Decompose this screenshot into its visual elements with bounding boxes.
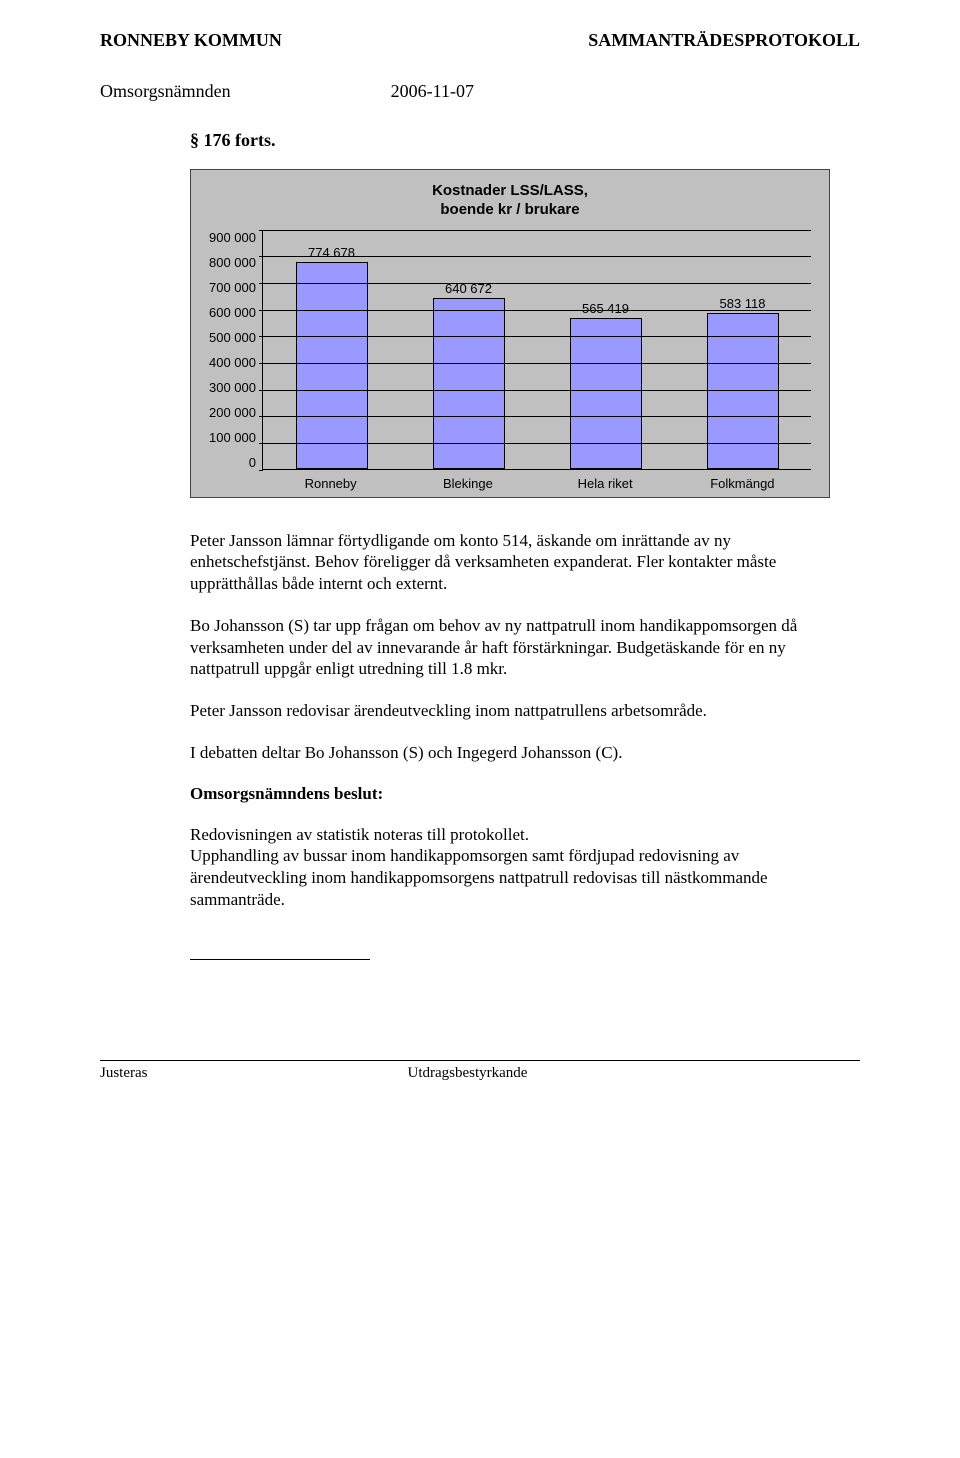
paragraph-3: Peter Jansson redovisar ärendeutveckling… [190, 700, 830, 722]
paragraph-5: Redovisningen av statistik noteras till … [190, 824, 830, 846]
x-axis-label: Hela riket [537, 476, 674, 491]
header-right: SAMMANTRÄDESPROTOKOLL [588, 30, 860, 51]
section-number: § 176 forts. [190, 130, 830, 151]
x-axis: RonnebyBlekingeHela riketFolkmängd [262, 476, 811, 491]
bar-column: 774 678 [263, 245, 400, 469]
decision-heading: Omsorgsnämndens beslut: [190, 784, 830, 804]
footer-rule [100, 1060, 860, 1061]
chart-title-line2: boende kr / brukare [440, 201, 579, 218]
bar [296, 262, 368, 469]
paragraph-1: Peter Jansson lämnar förtydligande om ko… [190, 530, 830, 595]
content-area: § 176 forts. Kostnader LSS/LASS, boende … [190, 130, 830, 960]
grid-line [263, 230, 811, 231]
y-tick-mark [259, 470, 263, 471]
bars-group: 774 678640 672565 419583 118 [263, 230, 811, 469]
grid-line [263, 336, 811, 337]
y-tick-label: 100 000 [209, 430, 256, 445]
y-tick-label: 400 000 [209, 355, 256, 370]
y-tick-label: 800 000 [209, 255, 256, 270]
bar [570, 318, 642, 469]
bar-value-label: 565 419 [582, 301, 629, 316]
y-tick-label: 200 000 [209, 405, 256, 420]
meeting-date: 2006-11-07 [391, 81, 474, 102]
bar-value-label: 774 678 [308, 245, 355, 260]
committee-name: Omsorgsnämnden [100, 81, 231, 102]
plot-wrap: 774 678640 672565 419583 118 RonnebyBlek… [262, 230, 811, 491]
grid-line [263, 363, 811, 364]
grid-line [263, 416, 811, 417]
x-axis-label: Ronneby [262, 476, 399, 491]
grid-line [263, 443, 811, 444]
chart-area: 900 000 800 000 700 000 600 000 500 000 400 0… [209, 230, 811, 491]
paragraph-6: Upphandling av bussar inom handikappomso… [190, 845, 830, 910]
header-row: RONNEBY KOMMUN SAMMANTRÄDESPROTOKOLL [100, 30, 860, 51]
footer-row: Justeras Utdragsbestyrkande [100, 1065, 860, 1082]
footer-right: Utdragsbestyrkande [408, 1065, 528, 1082]
grid-line [263, 283, 811, 284]
footer-left: Justeras [100, 1065, 148, 1082]
paragraph-4: I debatten deltar Bo Johansson (S) och I… [190, 742, 830, 764]
subheader-row: Omsorgsnämnden 2006-11-07 [100, 81, 860, 102]
y-axis: 900 000 800 000 700 000 600 000 500 000 400 0… [209, 230, 262, 470]
x-axis-label: Folkmängd [674, 476, 811, 491]
y-tick-label: 0 [209, 455, 256, 470]
plot-region: 774 678640 672565 419583 118 [262, 230, 811, 470]
header-left: RONNEBY KOMMUN [100, 30, 282, 51]
y-tick-label: 900 000 [209, 230, 256, 245]
y-tick-label: 600 000 [209, 305, 256, 320]
signature-line [190, 959, 370, 960]
y-tick-label: 500 000 [209, 330, 256, 345]
chart-title-line1: Kostnader LSS/LASS, [432, 182, 588, 199]
chart-title: Kostnader LSS/LASS, boende kr / brukare [209, 182, 811, 220]
x-axis-label: Blekinge [399, 476, 536, 491]
y-tick-label: 700 000 [209, 280, 256, 295]
grid-line [263, 390, 811, 391]
chart-container: Kostnader LSS/LASS, boende kr / brukare … [190, 169, 830, 498]
grid-line [263, 310, 811, 311]
y-tick-label: 300 000 [209, 380, 256, 395]
paragraph-2: Bo Johansson (S) tar upp frågan om behov… [190, 615, 830, 680]
grid-line [263, 256, 811, 257]
